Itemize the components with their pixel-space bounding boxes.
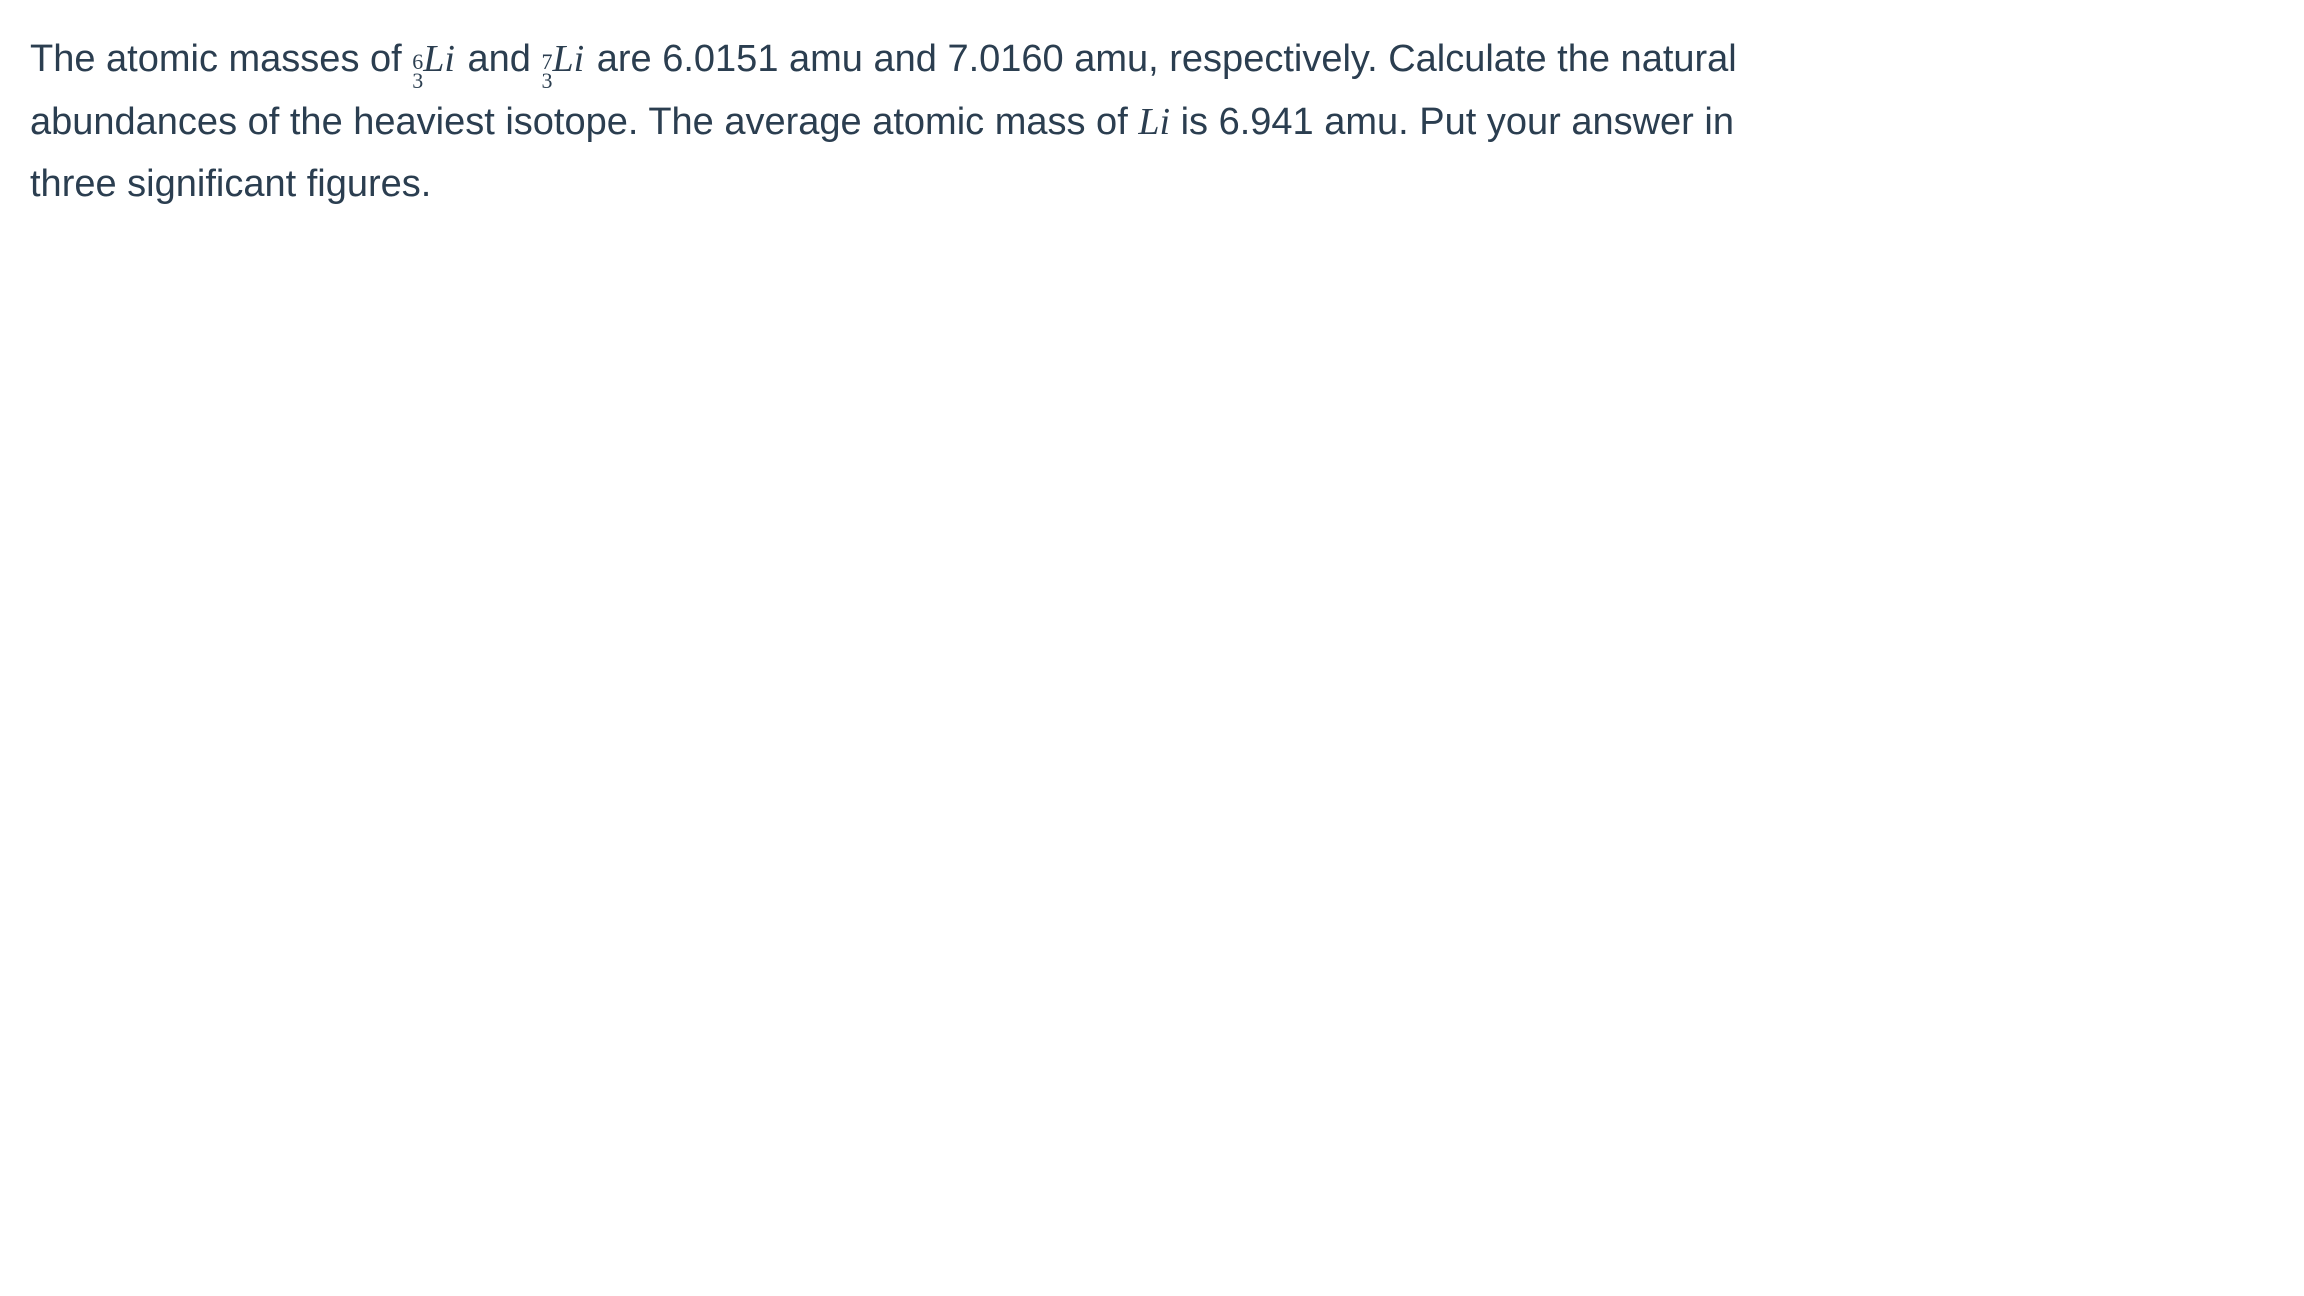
isotope-2-element: Li [552, 38, 584, 80]
question-part1: The atomic masses of [30, 38, 412, 80]
isotope-1-numbers: 63 [412, 53, 423, 90]
isotope-1: 63Li [412, 28, 455, 91]
isotope-2-atomic-number: 3 [541, 72, 552, 91]
element-symbol: Li [1138, 101, 1170, 143]
question-part2: and [457, 38, 542, 80]
isotope-1-atomic-number: 3 [412, 72, 423, 91]
isotope-2-numbers: 73 [541, 53, 552, 90]
isotope-1-element: Li [423, 38, 455, 80]
question-text: The atomic masses of 63Li and 73Li are 6… [30, 28, 1810, 216]
isotope-2: 73Li [541, 28, 584, 91]
